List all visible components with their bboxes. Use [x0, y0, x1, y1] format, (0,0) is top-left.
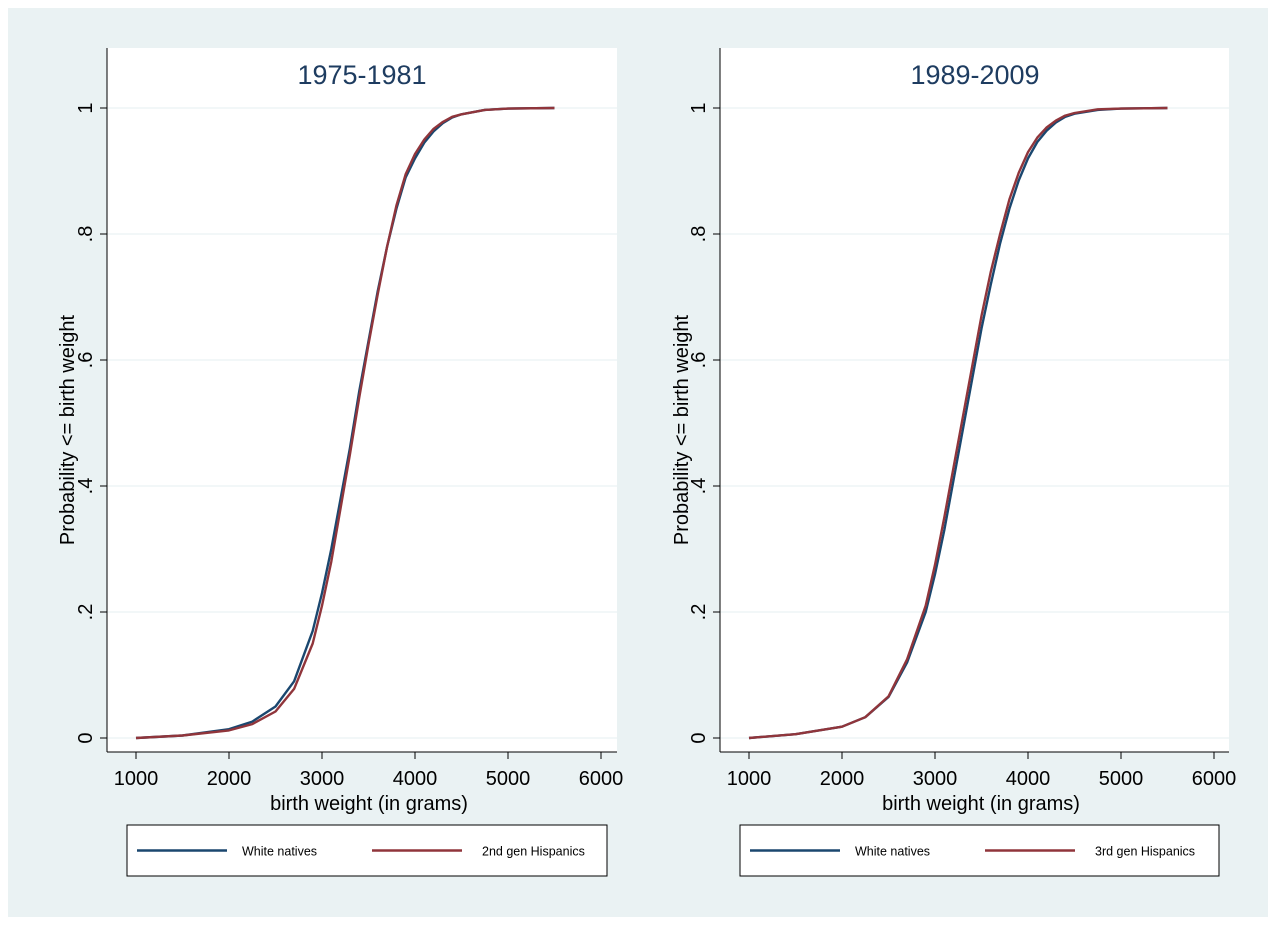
- y-tick-label: .4: [75, 478, 97, 495]
- y-tick-label: 1: [688, 102, 710, 113]
- x-tick-label: 6000: [579, 768, 624, 790]
- panel-2: 1989-2009 0 .2 .4 .6 .8 1 1000 2000 3000 4000 5000 6…: [671, 48, 1237, 877]
- x-tick-label: 4000: [1006, 768, 1051, 790]
- legend-label-2: 3rd gen Hispanics: [1095, 845, 1195, 859]
- y-tick-label: 0: [75, 732, 97, 743]
- legend: White natives 3rd gen Hispanics: [739, 824, 1220, 877]
- series-line-2: [135, 106, 555, 740]
- y-tick-label: .6: [75, 352, 97, 369]
- legend-label-2: 2nd gen Hispanics: [482, 845, 585, 859]
- y-axis-title: Probability <= birth weight: [671, 315, 693, 546]
- y-tick-label: .2: [688, 604, 710, 621]
- y-tick-label: 1: [75, 102, 97, 113]
- legend: White natives 2nd gen Hispanics: [126, 824, 608, 877]
- x-tick-label: 3000: [913, 768, 958, 790]
- panel-1: 1975-1981 0 .2 .4 .6 .8 1 1000 2000 3000 4000 5000 6…: [57, 48, 624, 877]
- legend-label-1: White natives: [855, 845, 930, 859]
- panel-title: 1989-2009: [910, 60, 1039, 90]
- y-tick-label: .8: [688, 226, 710, 243]
- y-tick-label: .6: [688, 352, 710, 369]
- y-tick-label: .2: [75, 604, 97, 621]
- x-tick-label: 2000: [207, 768, 252, 790]
- x-axis-title: birth weight (in grams): [270, 793, 468, 815]
- x-tick-label: 5000: [486, 768, 531, 790]
- plot-area: [107, 48, 617, 752]
- x-tick-label: 3000: [300, 768, 345, 790]
- y-tick-label: .8: [75, 226, 97, 243]
- x-tick-label: 5000: [1099, 768, 1144, 790]
- panel-title: 1975-1981: [297, 60, 426, 90]
- y-axis-title: Probability <= birth weight: [57, 315, 79, 546]
- x-axis-title: birth weight (in grams): [882, 793, 1080, 815]
- x-tick-label: 4000: [393, 768, 438, 790]
- x-tick-label: 2000: [820, 768, 865, 790]
- series-line-2: [748, 106, 1168, 740]
- x-tick-label: 1000: [114, 768, 159, 790]
- plot-area: [720, 48, 1229, 752]
- x-tick-label: 1000: [727, 768, 772, 790]
- y-tick-label: .4: [688, 478, 710, 495]
- x-tick-label: 6000: [1192, 768, 1237, 790]
- y-tick-label: 0: [688, 732, 710, 743]
- legend-label-1: White natives: [242, 845, 317, 859]
